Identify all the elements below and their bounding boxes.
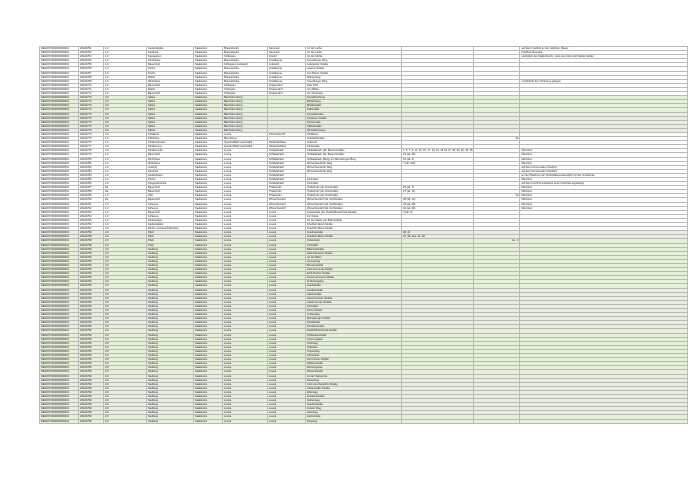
- table-row: DE02070000000000001 20420799 2,0 Siedlung Sa…: [39, 418, 689, 424]
- table-row: DE02070000000000001 20420799 2,0 Siedlung Sa…: [39, 267, 689, 273]
- table-row: DE02070000000000001 20420763 1,0 Kapsgarten…: [39, 54, 689, 60]
- table-row: DE02070000000000001 20420799 2,0 Siedlung Sa…: [39, 279, 689, 285]
- table-row: DE02070000000000001 20420787 1E Bauernhof Sa…: [39, 185, 689, 191]
- table-row: DE02070000000000001 20420799 2,0 Siedlung Sa…: [39, 258, 689, 264]
- table-row: DE02070000000000001 20420783 1,0 Denkmal Saa…: [39, 168, 689, 174]
- object-id-cell[interactable]: DE02070000000000001: [39, 418, 79, 424]
- table-row: DE02070000000000001 20420786 1,0 Kriegerden…: [39, 181, 689, 187]
- house-number-cell[interactable]: [400, 418, 475, 424]
- table-row: DE02070000000000001 20420779 1,0 Bauernhof S…: [39, 152, 689, 158]
- table-row: DE02070000000000001 20420766 1,0 Kirche Saal…: [39, 66, 689, 72]
- extra-number-cell[interactable]: [473, 418, 521, 424]
- table-row: DE02070000000000001 20420799 2,0 Siedlung Sa…: [39, 393, 689, 400]
- number-cell[interactable]: 20420799: [78, 418, 104, 424]
- table-row: DE02070000000000001 20420799 2,0 Siedlung Sa…: [39, 369, 689, 375]
- table-row: DE02070000000000001 20420799 2,0 Siedlung Sa…: [39, 353, 689, 359]
- table-row: DE02070000000000001 20420799 2,0 Siedlung Sa…: [39, 312, 689, 318]
- house-number-cell[interactable]: 2, 5, 7, 9, 11, 13, 15, 17, 19, 21, 23 b…: [400, 148, 475, 154]
- table-row: DE02070000000000001 20420773 2,0 Saline Saal…: [39, 115, 689, 121]
- spreadsheet-grid: DE02070000000000001 20420761 1,0 Gedenkstät…: [39, 45, 689, 424]
- table-row: DE02070000000000001 20420775 1,0 Pfarrhaus S…: [39, 136, 689, 142]
- table-row: DE02070000000000001 20420780 1,0 Wohnhaus Sa…: [39, 156, 689, 162]
- table-row: DE02070000000000001 20420799 2,0 Siedlung Sa…: [39, 324, 689, 330]
- street-cell[interactable]: Ringweg: [305, 418, 402, 424]
- table-row: DE02070000000000001 20420799 2,0 Siedlung Sa…: [39, 250, 689, 256]
- table-row: DE02070000000000001 20420797 1,0 Wohn- und …: [39, 226, 689, 232]
- table-row: DE02070000000000001 20420799 2,0 Siedlung Sa…: [39, 303, 689, 310]
- type-cell[interactable]: Siedlung: [146, 418, 194, 424]
- category-cell[interactable]: 2,0: [103, 418, 147, 424]
- district-cell[interactable]: Saalekreis: [193, 418, 223, 424]
- table-row: DE02070000000000001 20420799 2,0 Siedlung Sa…: [39, 316, 689, 322]
- table-row: DE02070000000000001 20420788 1E Bauernhof Sa…: [39, 189, 689, 195]
- table-row: DE02070000000000001 20420799 2,0 Siedlung Sa…: [39, 389, 689, 395]
- table-row: DE02070000000000001 20420799 2,0 Siedlung Sa…: [39, 328, 689, 334]
- table-row: DE02070000000000001 20420799 2,0 Siedlung Sa…: [39, 410, 689, 416]
- locality-cell[interactable]: Leuna: [267, 418, 306, 424]
- municipality-cell[interactable]: Leuna: [222, 418, 268, 424]
- sheet-body: DE02070000000000001 20420761 1,0 Gedenkstät…: [39, 45, 689, 424]
- table-row: DE02070000000000001 20420773 2,0 Saline Saal…: [39, 95, 689, 101]
- table-row: DE02070000000000001 20420773 2,0 Saline Saal…: [39, 99, 689, 105]
- note-cell[interactable]: [519, 418, 689, 424]
- table-row: DE02070000000000001 20420781 1,0 Wohnhaus Sa…: [39, 160, 689, 166]
